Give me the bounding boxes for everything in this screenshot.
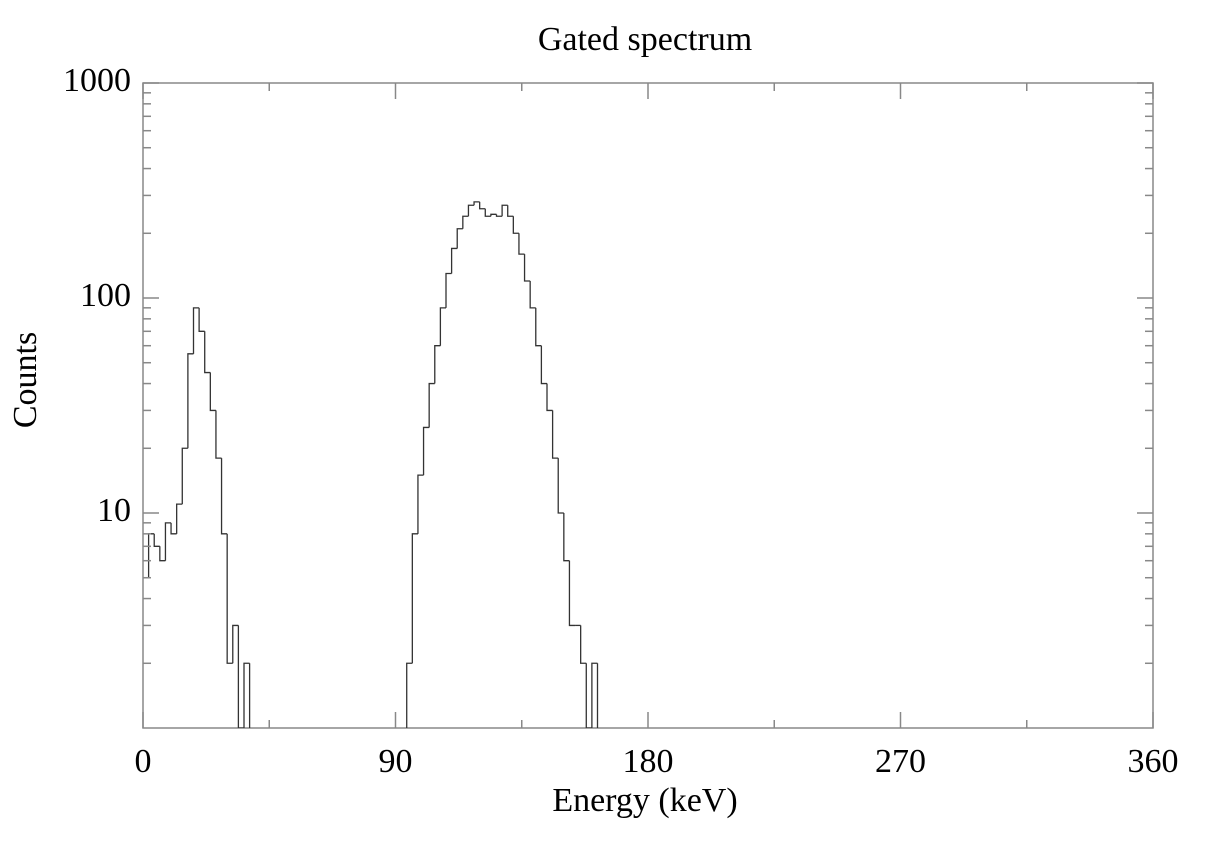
- histogram-bin: [243, 662, 250, 728]
- x-tick-label: 270: [875, 743, 926, 780]
- histogram-bin: [406, 662, 413, 728]
- histogram-bin: [209, 372, 216, 412]
- x-tick-label: 0: [135, 743, 152, 780]
- histogram-bin: [450, 247, 458, 274]
- histogram-bin: [518, 233, 525, 255]
- histogram-bin: [176, 503, 183, 534]
- histogram-bin: [479, 201, 486, 210]
- histogram-bin: [585, 663, 592, 728]
- histogram-bin: [445, 272, 452, 308]
- histogram-bin: [428, 382, 435, 428]
- histogram-bin: [495, 214, 503, 217]
- x-tick-label: 180: [623, 743, 674, 780]
- histogram-bin: [417, 474, 424, 534]
- histogram-bin: [422, 426, 430, 476]
- x-tick-label: 360: [1128, 743, 1179, 780]
- histogram-bin: [164, 522, 172, 561]
- histogram-bin: [551, 410, 559, 459]
- histogram: [143, 201, 599, 728]
- x-tick-label: 90: [379, 743, 413, 780]
- histogram-bin: [237, 625, 244, 728]
- histogram-bin: [557, 458, 564, 514]
- histogram-bin: [232, 624, 239, 664]
- plot-frame: [142, 82, 1154, 729]
- histogram-bin: [215, 410, 222, 459]
- histogram-bin: [434, 345, 441, 384]
- histogram-bin: [462, 215, 469, 229]
- y-tick-label: 10: [97, 492, 131, 529]
- x-axis-label: Energy (keV): [552, 782, 737, 819]
- histogram-bin: [540, 345, 547, 385]
- histogram-bin: [147, 533, 155, 578]
- histogram-bin: [159, 546, 166, 562]
- histogram-bin: [535, 307, 542, 347]
- histogram-bin: [467, 204, 475, 217]
- histogram-bin: [456, 228, 463, 249]
- histogram-bin: [546, 383, 553, 412]
- histogram-bin: [198, 307, 205, 332]
- histogram-bin: [411, 533, 418, 664]
- histogram-bin: [153, 533, 160, 547]
- histogram-bin: [563, 513, 570, 562]
- histogram-bin: [501, 204, 508, 217]
- histogram-bin: [226, 533, 233, 664]
- histogram-bin: [512, 216, 519, 234]
- histogram-bin: [170, 522, 177, 535]
- histogram-bin: [204, 331, 211, 374]
- histogram-bin: [507, 205, 514, 217]
- histogram-bin: [439, 307, 446, 346]
- histogram-bin: [473, 201, 480, 206]
- y-axis-label: Counts: [7, 332, 44, 428]
- histogram-bin: [187, 353, 194, 449]
- histogram-bin: [248, 663, 251, 728]
- histogram-bin: [596, 663, 599, 728]
- histogram-bin: [220, 458, 228, 535]
- histogram-bin: [192, 307, 200, 354]
- histogram-bin: [484, 208, 491, 217]
- histogram-bin: [568, 560, 576, 627]
- histogram-bin: [490, 213, 497, 217]
- histogram-bin: [529, 280, 536, 309]
- histogram-bin: [181, 447, 188, 505]
- histogram-bin: [591, 662, 598, 728]
- y-tick-label: 100: [80, 277, 131, 314]
- y-tick-label: 1000: [63, 62, 131, 99]
- chart-title: Gated spectrum: [538, 21, 752, 58]
- histogram-bin: [580, 625, 587, 664]
- histogram-bin: [523, 254, 531, 282]
